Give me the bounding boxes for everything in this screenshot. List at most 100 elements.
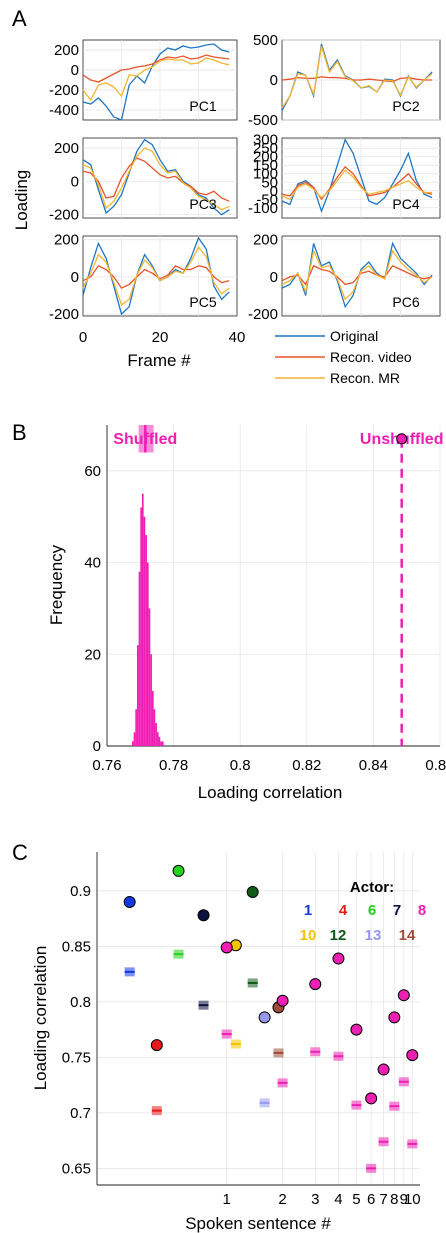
y-tick-label: -100	[248, 200, 278, 217]
histogram-bar	[133, 732, 136, 746]
unshuffled-point-sentence-7	[377, 1063, 390, 1076]
x-tick-label: 3	[311, 1191, 319, 1208]
unshuffled-marker	[396, 433, 408, 445]
y-tick-label: 0	[93, 738, 101, 755]
y-tick-label: 0	[71, 62, 79, 79]
histogram-bar	[143, 516, 146, 746]
y-tick-label: 20	[84, 646, 101, 663]
y-tick-label: 0.85	[62, 938, 91, 955]
series-line-recon-video	[281, 264, 433, 286]
histogram-bar	[156, 732, 159, 746]
y-tick-label: 250	[253, 140, 278, 157]
y-tick-label: 0	[270, 72, 278, 89]
x-tick-label: 8	[390, 1191, 398, 1208]
y-tick-label: 0.7	[70, 1105, 91, 1122]
legend-actor-14: 14	[399, 927, 416, 944]
y-tick-label: 200	[54, 140, 79, 157]
panel-c-letter: C	[12, 840, 28, 865]
y-tick-label: -200	[49, 207, 79, 224]
x-axis-label: Loading correlation	[198, 783, 343, 802]
unshuffled-point-sentence-6	[365, 1092, 378, 1105]
x-tick-label: 0.78	[159, 757, 188, 774]
histogram-bar	[140, 507, 142, 746]
series-line-recon-mr	[82, 57, 230, 102]
unshuffled-point-actor-1	[123, 895, 136, 908]
series-line-recon-video	[281, 165, 433, 201]
subplot-title: PC5	[189, 294, 216, 310]
x-axis-label: Frame #	[127, 351, 191, 370]
unshuffled-point-actor-4	[150, 1039, 163, 1052]
y-tick-label: 0.8	[70, 994, 91, 1011]
histogram-bar	[138, 571, 141, 746]
unshuffled-point-sentence-4	[332, 952, 345, 965]
y-tick-label: 500	[253, 32, 278, 49]
series-line-recon-video	[82, 54, 230, 83]
histogram-bar	[160, 741, 162, 746]
histogram-bar	[136, 645, 139, 746]
unshuffled-point-actor-6	[172, 864, 185, 877]
y-tick-label: 40	[84, 555, 101, 572]
series-line-original	[281, 138, 433, 214]
y-tick-label: 0	[270, 183, 278, 200]
y-tick-label: 0	[270, 269, 278, 286]
y-tick-label: -400	[49, 102, 79, 119]
legend-actor-4: 4	[339, 902, 348, 919]
unshuffled-point-actor-13	[258, 1011, 271, 1024]
legend-label: Recon. video	[330, 349, 412, 365]
histogram-bar	[135, 709, 137, 746]
shuffled-label: Shuffled	[113, 431, 177, 448]
unshuffled-point-sentence-2	[276, 994, 289, 1007]
x-tick-label: 0.76	[92, 757, 121, 774]
legend-title: Actor:	[350, 879, 394, 896]
x-tick-label: 7	[379, 1191, 387, 1208]
series-line-recon-video	[82, 264, 230, 289]
y-axis-label: Loading	[12, 170, 31, 231]
y-tick-label: 150	[253, 157, 278, 174]
series-line-recon-mr	[281, 46, 433, 109]
series-line-recon-mr	[281, 248, 433, 301]
subplot-pc6: 200 0 -200 PC6	[248, 232, 441, 323]
y-tick-label: 200	[253, 232, 278, 249]
histogram-bar	[150, 654, 152, 746]
unshuffled-point-actor-12	[246, 885, 259, 898]
subplot-pc2: 500 0 -500 PC2	[248, 32, 441, 129]
series-line-recon-video	[82, 157, 230, 202]
y-tick-label: 0	[71, 173, 79, 190]
unshuffled-point-sentence-3	[309, 978, 322, 991]
subplot-title: PC4	[392, 196, 419, 212]
series-line-recon-mr	[82, 246, 230, 306]
y-tick-label: -200	[49, 82, 79, 99]
histogram-bar	[158, 736, 161, 746]
y-tick-label: -500	[248, 112, 278, 129]
y-tick-label: 300	[253, 132, 278, 149]
y-tick-label: 0.65	[62, 1160, 91, 1177]
y-tick-label: 200	[54, 42, 79, 59]
histogram-bar	[131, 741, 134, 746]
legend-actor-6: 6	[368, 902, 376, 919]
histogram-bar	[146, 562, 149, 746]
subplot-title: PC3	[189, 196, 216, 212]
series-line-original	[82, 138, 230, 216]
y-tick-label: 50	[261, 174, 278, 191]
histogram-bar	[141, 493, 144, 746]
panel-a-letter: A	[12, 6, 27, 31]
series-line-recon-mr	[281, 169, 433, 201]
x-tick-label: 20	[152, 329, 169, 346]
x-tick-label: 2	[278, 1191, 286, 1208]
subplot-pc1: 200 0 -200 -400 PC1	[49, 39, 238, 121]
subplot-title: PC1	[189, 98, 216, 114]
subplot-pc5: 200 0 -200 PC5	[49, 232, 238, 323]
series-line-original	[82, 43, 230, 121]
legend-actor-10: 10	[300, 927, 317, 944]
x-tick-label: 4	[334, 1191, 342, 1208]
y-tick-label: 0.75	[62, 1049, 91, 1066]
legend-actor-1: 1	[304, 902, 312, 919]
histogram-bar	[153, 709, 156, 746]
subplot-pc3: 200 0 -200 PC3	[49, 137, 238, 224]
y-tick-label: -200	[49, 306, 79, 323]
subplot-title: PC6	[392, 294, 419, 310]
x-tick-label: 0	[79, 329, 87, 346]
x-tick-label: 1	[223, 1191, 231, 1208]
